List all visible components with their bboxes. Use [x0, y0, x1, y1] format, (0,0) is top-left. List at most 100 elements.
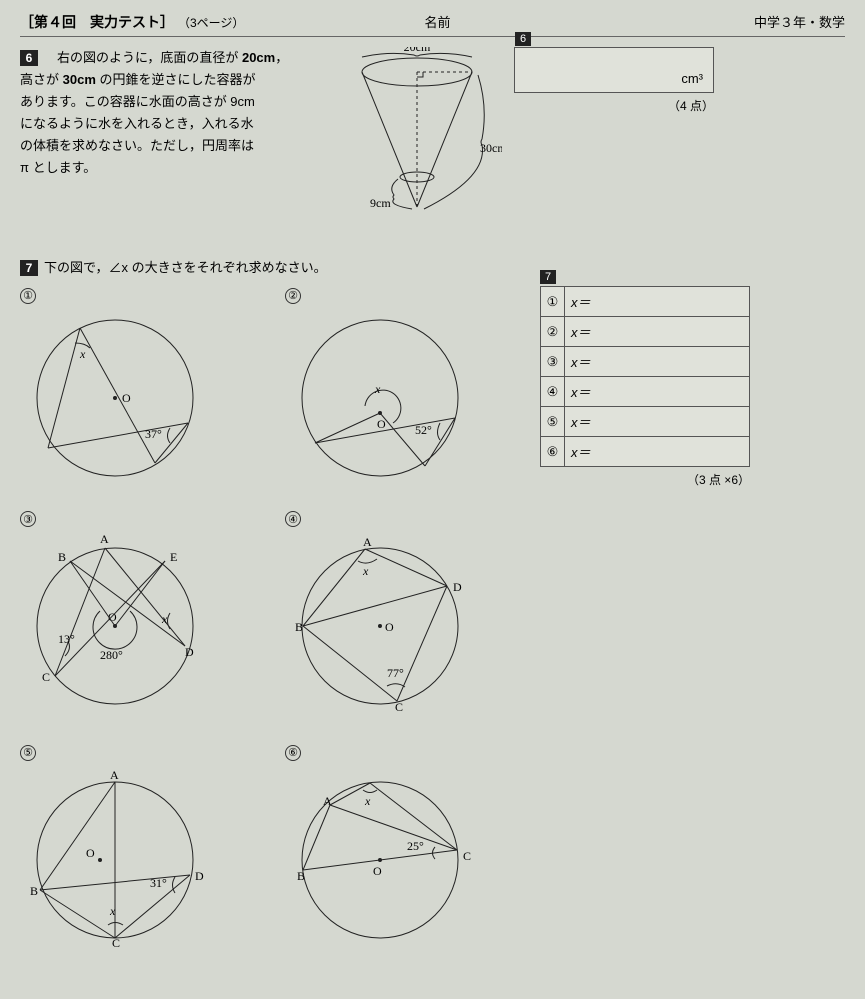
- fig5-A: A: [110, 768, 119, 782]
- fig4-x: x: [362, 564, 369, 578]
- q7-row-4[interactable]: ④ x＝: [541, 377, 750, 407]
- q7-fig-1: ① O x 37°: [20, 286, 255, 488]
- q6-line4: になるように水を入れるとき，入れる水: [20, 116, 254, 131]
- fig4-C: C: [395, 700, 403, 714]
- fig3-x: x: [161, 612, 168, 626]
- fig5-C: C: [112, 936, 120, 950]
- fig3-A: A: [100, 532, 109, 546]
- q7-row5-lhs: x＝: [571, 415, 591, 430]
- q7-row1-num: ①: [541, 287, 565, 317]
- header-title: ［第４回 実力テスト］: [20, 12, 174, 32]
- q7-points: （3 点 ×6）: [540, 471, 750, 488]
- fig4-B: B: [295, 620, 303, 634]
- fig3-C: C: [42, 670, 50, 684]
- q7-figures-grid: ① O x 37°: [20, 286, 520, 955]
- fig6-O: O: [373, 864, 382, 878]
- q7-row3-num: ③: [541, 347, 565, 377]
- q6-line5: の体積を求めなさい。ただし，円周率は: [20, 138, 254, 153]
- q7-sub3-num: ③: [20, 511, 36, 527]
- fig5-31: 31°: [150, 876, 167, 890]
- fig6-B: B: [297, 869, 305, 883]
- q7-row3-lhs: x＝: [571, 355, 591, 370]
- q7-row4-num: ④: [541, 377, 565, 407]
- fig3-13: 13°: [58, 632, 75, 646]
- q7-fig-3: ③ O A B C D E: [20, 510, 255, 722]
- q6-line1a: 右の図のように，底面の直径が: [44, 50, 242, 65]
- q7-fig-6: ⑥ O A B C: [285, 743, 520, 955]
- q7-sub1-num: ①: [20, 288, 36, 304]
- q7-row2-lhs: x＝: [571, 325, 591, 340]
- q7-sub6-num: ⑥: [285, 745, 301, 761]
- fig6-C: C: [463, 849, 471, 863]
- q7-answer-tab: 7: [540, 270, 556, 284]
- q7-row1-lhs: x＝: [571, 295, 591, 310]
- fig6-25: 25°: [407, 839, 424, 853]
- q7-prompt: 下の図で，∠x の大きさをそれぞれ求めなさい。: [44, 260, 327, 275]
- q7-body: ① O x 37°: [20, 286, 845, 955]
- q7-sub2-num: ②: [285, 288, 301, 304]
- question-7-block: 7 下の図で，∠x の大きさをそれぞれ求めなさい。 ① O: [20, 257, 845, 955]
- header-pages: （3ページ）: [178, 14, 244, 31]
- worksheet-page: ［第４回 実力テスト］ （3ページ） 名前 中学３年・数学 6 右の図のように，…: [0, 0, 865, 999]
- q7-answer-table: ① x＝ ② x＝ ③ x＝ ④ x＝: [540, 286, 750, 467]
- q7-fig-4: ④ O A B C D: [285, 510, 520, 722]
- q6-answer-tab: 6: [515, 32, 531, 46]
- question-6-row: 6 右の図のように，底面の直径が 20cm， 高さが 30cm の円錐を逆さにし…: [20, 47, 845, 227]
- fig5-O: O: [86, 846, 95, 860]
- fig1-x: x: [79, 347, 86, 361]
- q7-prompt-line: 7 下の図で，∠x の大きさをそれぞれ求めなさい。: [20, 257, 845, 276]
- q6-cone-figure: 20cm 30cm 9cm: [332, 47, 502, 227]
- fig6-A: A: [323, 794, 332, 808]
- q7-row-3[interactable]: ③ x＝: [541, 347, 750, 377]
- fig4-D: D: [453, 580, 462, 594]
- fig4-O: O: [385, 620, 394, 634]
- q7-row-1[interactable]: ① x＝: [541, 287, 750, 317]
- cone-bottom-label: 9cm: [370, 196, 391, 210]
- q6-number-badge: 6: [20, 50, 38, 66]
- header-name-label: 名前: [424, 12, 450, 31]
- q6-points: （4 点）: [514, 97, 714, 114]
- q6-answer-unit: cm³: [681, 71, 703, 86]
- q7-row6-lhs: x＝: [571, 445, 591, 460]
- fig4-A: A: [363, 535, 372, 549]
- fig5-x: x: [109, 904, 116, 918]
- q6-line2b: の円錐を逆さにした容器が: [96, 72, 256, 87]
- q7-row6-num: ⑥: [541, 437, 565, 467]
- q7-row-6[interactable]: ⑥ x＝: [541, 437, 750, 467]
- q6-answer-box[interactable]: 6 cm³: [514, 47, 714, 93]
- q7-answer-wrap: 7 ① x＝ ② x＝ ③ x＝ ④: [540, 286, 750, 488]
- q7-row2-num: ②: [541, 317, 565, 347]
- q6-line2a: 高さが: [20, 72, 63, 87]
- q7-row4-lhs: x＝: [571, 385, 591, 400]
- q7-row-5[interactable]: ⑤ x＝: [541, 407, 750, 437]
- q7-number-badge: 7: [20, 260, 38, 276]
- q6-20cm: 20cm: [242, 50, 275, 65]
- fig1-angle: 37°: [145, 427, 162, 441]
- fig4-77: 77°: [387, 666, 404, 680]
- q7-sub5-num: ⑤: [20, 745, 36, 761]
- q7-row5-num: ⑤: [541, 407, 565, 437]
- q7-fig-2: ② O x 52°: [285, 286, 520, 488]
- q7-fig-5: ⑤ O A B C D: [20, 743, 255, 955]
- fig1-center: O: [122, 391, 131, 405]
- fig3-B: B: [58, 550, 66, 564]
- cone-top-label: 20cm: [404, 47, 431, 54]
- q7-row-2[interactable]: ② x＝: [541, 317, 750, 347]
- fig2-x: x: [374, 382, 381, 396]
- q6-line3: あります。この容器に水面の高さが 9cm: [20, 94, 255, 109]
- q6-text: 6 右の図のように，底面の直径が 20cm， 高さが 30cm の円錐を逆さにし…: [20, 47, 320, 180]
- fig5-D: D: [195, 869, 204, 883]
- fig5-B: B: [30, 884, 38, 898]
- fig3-D: D: [185, 645, 194, 659]
- fig2-angle: 52°: [415, 423, 432, 437]
- header-grade: 中学３年・数学: [754, 12, 845, 31]
- fig3-E: E: [170, 550, 177, 564]
- fig6-x: x: [364, 794, 371, 808]
- page-header: ［第４回 実力テスト］ （3ページ） 名前 中学３年・数学: [20, 12, 845, 37]
- cone-slant-label: 30cm: [480, 141, 502, 155]
- q6-answer-area: 6 cm³ （4 点）: [514, 47, 714, 114]
- fig3-280: 280°: [100, 648, 123, 662]
- q6-30cm: 30cm: [63, 72, 96, 87]
- q7-sub4-num: ④: [285, 511, 301, 527]
- q6-line6: π とします。: [20, 160, 96, 175]
